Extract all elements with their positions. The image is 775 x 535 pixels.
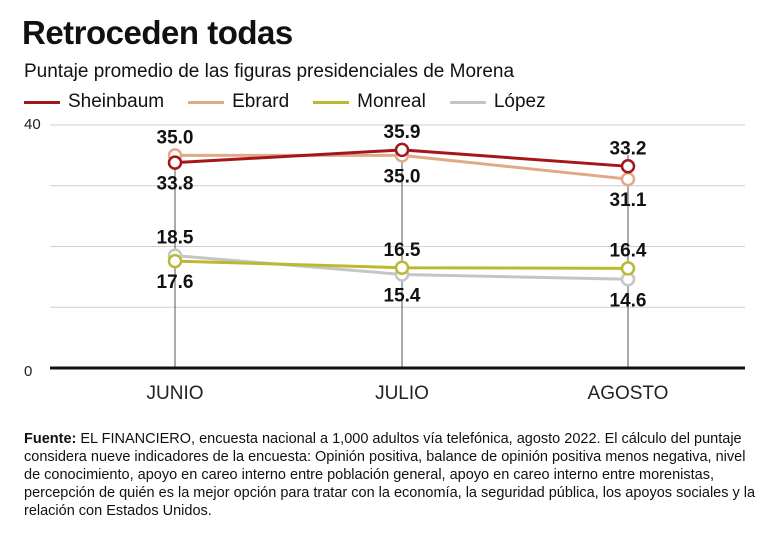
legend-item-lopez: López (449, 91, 546, 113)
legend-swatch (449, 100, 486, 104)
chart-subtitle: Puntaje promedio de las figuras presiden… (24, 61, 515, 82)
data-label-monreal: 17.6 (157, 272, 194, 293)
data-label-monreal: 16.5 (384, 240, 421, 261)
data-point-sheinbaum (620, 159, 636, 174)
legend-item-monreal: Monreal (313, 91, 426, 113)
source-text: EL FINANCIERO, encuesta nacional a 1,000… (24, 431, 756, 519)
data-point-ebrard (620, 171, 636, 187)
legend-item-sheinbaum: Sheinbaum (24, 91, 164, 113)
legend-label: López (493, 91, 546, 112)
data-point-monreal (394, 260, 410, 276)
legend-label: Sheinbaum (68, 91, 165, 112)
data-point-sheinbaum (167, 155, 183, 170)
source-note: Fuente: EL FINANCIERO, encuesta nacional… (24, 430, 759, 520)
legend-swatch (313, 100, 350, 104)
data-label-lopez: 14.6 (610, 290, 647, 311)
line-chart: 0 40 JUNIO JULIO AGOSTO 33.8 35.9 33.2 35.0 35.0 3… (24, 116, 745, 404)
legend: Sheinbaum Ebrard Monreal López (24, 89, 570, 115)
data-label-sheinbaum: 33.2 (610, 138, 647, 159)
data-point-sheinbaum (394, 142, 410, 158)
legend-item-ebrard: Ebrard (188, 91, 289, 113)
data-label-sheinbaum: 33.8 (157, 174, 194, 195)
data-label-lopez: 18.5 (157, 228, 194, 249)
data-label-ebrard: 35.0 (157, 127, 194, 148)
x-tick-label: AGOSTO (588, 383, 669, 404)
data-label-ebrard: 31.1 (610, 190, 647, 211)
y-tick-label: 40 (24, 116, 41, 133)
chart-title: Retroceden todas (22, 14, 293, 51)
legend-label: Ebrard (232, 91, 290, 112)
x-tick-label: JULIO (375, 383, 429, 404)
y-tick-label: 0 (24, 363, 32, 380)
source-label: Fuente: (24, 431, 77, 447)
data-label-monreal: 16.4 (610, 240, 647, 261)
data-label-ebrard: 35.0 (384, 166, 421, 187)
data-label-lopez: 15.4 (384, 285, 421, 306)
data-point-monreal (167, 253, 183, 269)
legend-swatch (188, 100, 225, 104)
data-label-sheinbaum: 35.9 (384, 122, 421, 143)
data-point-monreal (620, 261, 636, 276)
legend-label: Monreal (357, 91, 426, 112)
legend-swatch (24, 100, 60, 104)
x-tick-label: JUNIO (147, 383, 204, 404)
